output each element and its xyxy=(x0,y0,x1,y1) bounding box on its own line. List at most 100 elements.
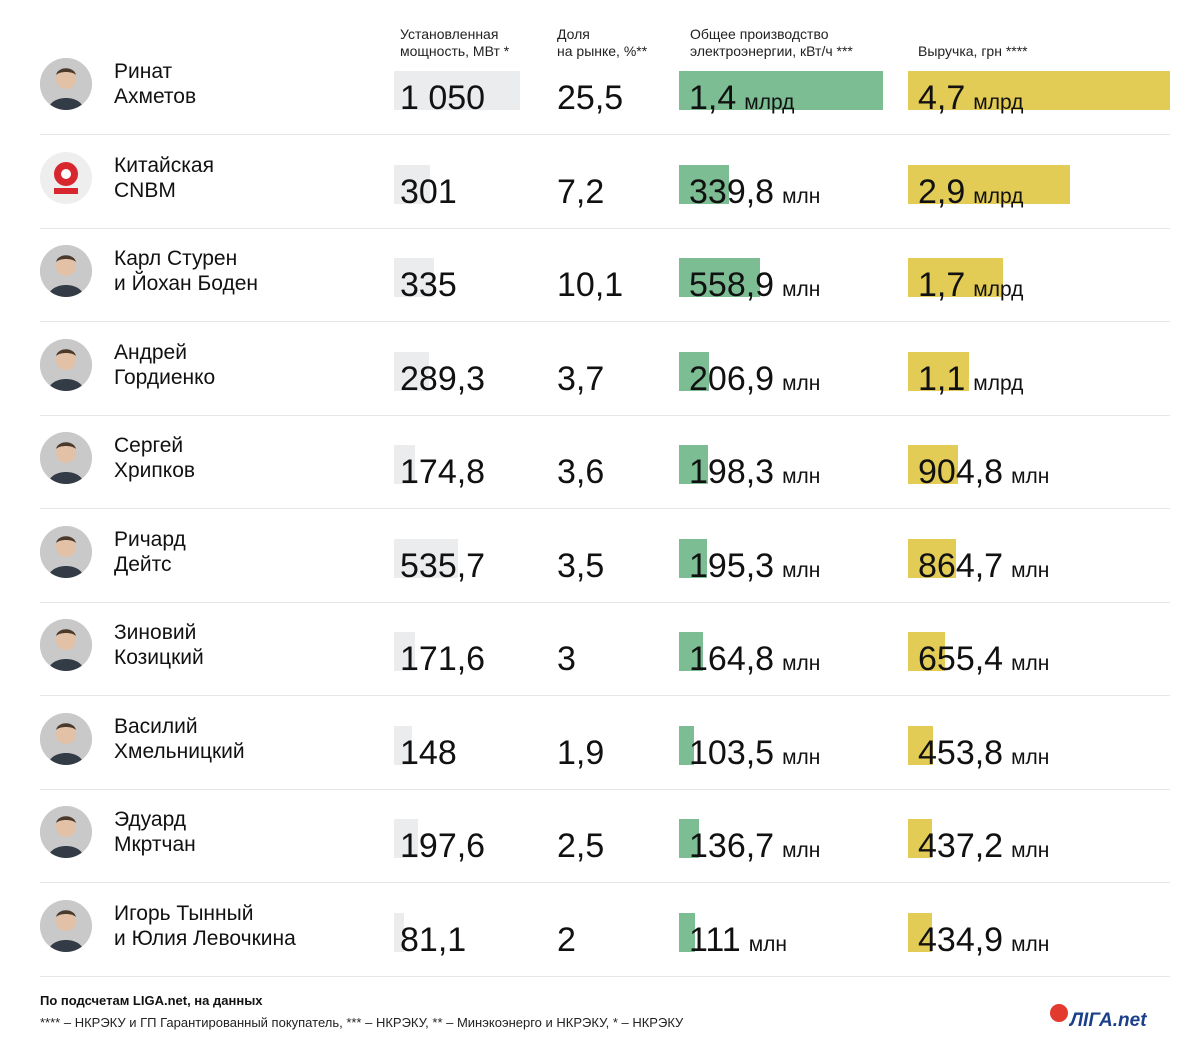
revenue-bar xyxy=(908,819,933,858)
generation-unit: млн xyxy=(782,371,821,395)
generation-bar xyxy=(679,819,699,858)
revenue-number: 434,9 xyxy=(918,920,1004,959)
capacity-value: 174,8 xyxy=(400,453,486,491)
revenue-number: 1,7 xyxy=(918,266,966,304)
revenue-unit: млрд xyxy=(973,184,1024,208)
table-row: Игорь Тынный и Юлия Левочкина 81,1 2 111 млн… xyxy=(40,882,1170,977)
generation-bar xyxy=(679,538,708,578)
footer-notes: **** – НКРЭКУ и ГП Гарантированный покуп… xyxy=(40,1015,684,1030)
share-value: 2 xyxy=(557,920,576,959)
person-avatar-icon xyxy=(40,619,92,671)
capacity-bar xyxy=(394,258,435,297)
revenue-number: 453,8 xyxy=(918,733,1004,772)
person-name: Василий Хмельницкий xyxy=(114,714,245,763)
capacity-bar xyxy=(394,538,459,578)
capacity-bar xyxy=(394,632,415,671)
person-name: Ринат Ахметов xyxy=(114,60,197,108)
generation-value: 558,9 млн xyxy=(689,266,820,304)
person-name: Карл Стурен и Йохан Боден xyxy=(114,247,259,295)
person-avatar-icon xyxy=(40,525,92,578)
person-name: Игорь Тынный и Юлия Левочкина xyxy=(114,901,296,950)
capacity-bar xyxy=(394,445,415,484)
person-name: Сергей Хрипков xyxy=(114,434,196,482)
share-value: 1,9 xyxy=(557,733,605,772)
generation-value: 136,7 млн xyxy=(689,827,820,865)
capacity-bar xyxy=(394,725,412,765)
revenue-number: 2,9 xyxy=(918,172,966,211)
generation-unit: млн xyxy=(782,278,821,301)
share-value: 3,7 xyxy=(557,359,605,398)
revenue-bar xyxy=(908,538,957,578)
generation-bar xyxy=(679,258,761,297)
revenue-number: 904,8 xyxy=(918,453,1004,491)
person-avatar-icon xyxy=(40,245,92,297)
revenue-number: 437,2 xyxy=(918,827,1004,865)
generation-value: 195,3 млн xyxy=(689,547,820,585)
revenue-value: 904,8 млн xyxy=(918,453,1049,491)
generation-number: 558,9 xyxy=(689,266,775,304)
cnbm-logo-icon xyxy=(40,151,92,204)
revenue-value: 864,7 млн xyxy=(918,547,1049,585)
generation-unit: млн xyxy=(782,745,821,769)
capacity-bar xyxy=(394,912,404,952)
revenue-value: 655,4 млн xyxy=(918,640,1049,678)
revenue-unit: млрд xyxy=(973,278,1024,301)
generation-number: 195,3 xyxy=(689,546,775,585)
revenue-unit: млрд xyxy=(973,371,1024,395)
generation-bar xyxy=(679,632,703,671)
generation-value: 111 млн xyxy=(689,921,787,959)
share-value: 2,5 xyxy=(557,827,605,865)
capacity-value: 535,7 xyxy=(400,546,486,585)
person-avatar-icon xyxy=(40,712,92,765)
generation-value: 339,8 млн xyxy=(689,173,820,211)
share-value: 25,5 xyxy=(557,79,624,117)
generation-unit: млн xyxy=(782,465,821,488)
generation-value: 206,9 млн xyxy=(689,360,820,398)
share-value: 3 xyxy=(557,640,576,678)
logo-text: ЛIГА.net xyxy=(1070,1010,1147,1031)
capacity-value: 1 050 xyxy=(400,79,486,117)
revenue-unit: млрд xyxy=(973,91,1024,114)
generation-value: 198,3 млн xyxy=(689,453,820,491)
generation-unit: млн xyxy=(782,839,821,862)
generation-number: 164,8 xyxy=(689,640,775,678)
generation-bar xyxy=(679,912,696,952)
revenue-bar xyxy=(908,632,945,671)
generation-bar xyxy=(679,351,710,391)
person-avatar-icon xyxy=(40,338,92,391)
revenue-bar xyxy=(908,258,1003,297)
revenue-bar xyxy=(908,445,959,484)
table-row: Андрей Гордиенко 289,3 3,7 206,9 млн 1,1 млрд xyxy=(40,321,1170,416)
capacity-bar xyxy=(394,819,418,858)
revenue-bar xyxy=(908,912,933,952)
person-avatar-icon xyxy=(40,806,92,858)
generation-unit: млрд xyxy=(744,91,795,114)
revenue-unit: млн xyxy=(1011,745,1050,769)
share-value: 3,5 xyxy=(557,546,605,585)
revenue-bar xyxy=(908,725,934,765)
header-generation: Общее производство электроэнергии, кВт/ч… xyxy=(690,26,853,59)
revenue-value: 1,1 млрд xyxy=(918,360,1023,398)
person-name: Эдуард Мкртчан xyxy=(114,808,196,856)
generation-bar xyxy=(679,164,729,204)
person-name: Андрей Гордиенко xyxy=(114,340,216,389)
logo-ball-icon xyxy=(1050,1004,1068,1022)
generation-bar xyxy=(679,71,883,110)
table-row: Ринат Ахметов 1 050 25,5 1,4 млрд 4,7 млрд xyxy=(40,40,1170,135)
share-value: 3,6 xyxy=(557,453,605,491)
generation-number: 111 xyxy=(689,920,741,959)
person-name: Китайская CNBM xyxy=(114,153,214,202)
revenue-unit: млн xyxy=(1011,652,1050,675)
revenue-value: 434,9 млн xyxy=(918,921,1049,959)
capacity-value: 335 xyxy=(400,266,457,304)
person-name: Ричард Дейтс xyxy=(114,527,186,576)
revenue-number: 655,4 xyxy=(918,640,1004,678)
generation-bar xyxy=(679,725,695,765)
revenue-unit: млн xyxy=(1011,465,1050,488)
table-row: Эдуард Мкртчан 197,6 2,5 136,7 млн 437,2 млн xyxy=(40,788,1170,883)
generation-number: 206,9 xyxy=(689,359,775,398)
header-revenue: Выручка, грн **** xyxy=(918,43,1028,59)
revenue-bar xyxy=(908,71,1170,110)
capacity-bar xyxy=(394,351,429,391)
table-row: Василий Хмельницкий 148 1,9 103,5 млн 453,8 мл… xyxy=(40,695,1170,790)
